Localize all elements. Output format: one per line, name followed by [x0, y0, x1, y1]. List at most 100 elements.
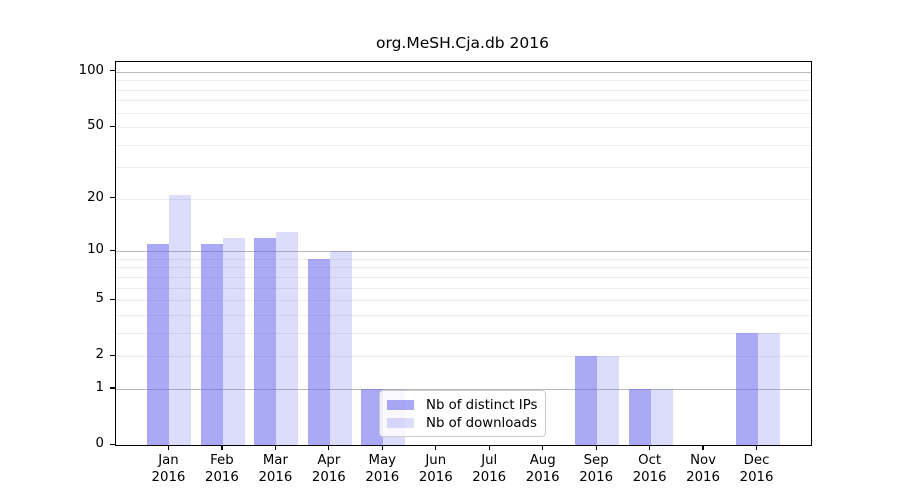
y-tick-label: 20: [87, 189, 104, 205]
minor-gridline: [116, 258, 811, 260]
minor-gridline: [116, 112, 811, 114]
y-tick-label: 10: [87, 242, 104, 258]
bar-distinct-ips: [147, 244, 170, 445]
x-tick-label: Feb 2016: [192, 453, 252, 486]
y-tick-label: 50: [87, 118, 104, 134]
major-gridline: [116, 251, 811, 253]
bar-downloads: [276, 231, 299, 445]
x-tick-mark: [755, 445, 758, 450]
x-tick-mark: [595, 445, 597, 450]
minor-gridline: [116, 314, 811, 316]
x-tick-month: Sep: [583, 453, 609, 468]
minor-gridline: [116, 267, 811, 269]
x-tick-mark: [328, 445, 330, 450]
bar-downloads: [597, 356, 620, 445]
y-tick-mark: [110, 298, 115, 300]
y-tick-label: 1: [95, 379, 104, 395]
minor-gridline: [116, 332, 811, 334]
x-tick-mark: [381, 445, 383, 450]
y-tick-label: 2: [95, 347, 104, 363]
chart-title: org.MeSH.Cja.db 2016: [375, 34, 549, 52]
x-tick-year: 2016: [205, 469, 239, 485]
minor-gridline: [116, 89, 811, 91]
bar-distinct-ips: [575, 356, 598, 445]
x-tick-year: 2016: [311, 469, 346, 485]
x-tick-label: Mar 2016: [245, 453, 305, 486]
x-tick-label: Nov 2016: [673, 453, 733, 486]
x-tick-label: Dec 2016: [727, 453, 787, 486]
x-tick-month: Mar: [262, 453, 288, 468]
legend-swatch-downloads: [387, 418, 414, 428]
legend-swatch-distinct-ips: [387, 400, 414, 410]
x-tick-mark: [274, 445, 276, 450]
x-tick-year: 2016: [739, 469, 774, 485]
x-tick-label: Jun 2016: [406, 453, 466, 486]
minor-gridline: [116, 144, 811, 146]
minor-gridline: [116, 287, 811, 289]
x-tick-month: Dec: [743, 453, 770, 468]
x-tick-month: Aug: [529, 453, 556, 468]
x-tick-mark: [649, 445, 651, 450]
minor-gridline: [116, 198, 811, 200]
x-tick-year: 2016: [258, 469, 293, 485]
x-tick-label: Jan 2016: [138, 453, 198, 486]
x-tick-month: Jun: [425, 453, 447, 468]
bar-downloads: [650, 388, 673, 445]
legend-label-distinct-ips: Nb of distinct IPs: [426, 397, 538, 413]
y-tick-mark: [110, 387, 115, 389]
x-tick-year: 2016: [472, 469, 507, 485]
bar-downloads: [329, 251, 352, 445]
legend-item-downloads: Nb of downloads: [387, 414, 537, 432]
bar-distinct-ips: [200, 244, 223, 445]
y-tick-mark: [110, 70, 115, 72]
bar-distinct-ips: [735, 332, 758, 445]
bar-downloads: [757, 332, 780, 445]
x-tick-label: May 2016: [352, 453, 412, 486]
x-tick-year: 2016: [418, 469, 453, 485]
plot-area: [115, 61, 812, 446]
x-tick-month: Apr: [317, 453, 341, 468]
x-tick-month: Nov: [690, 453, 717, 468]
x-tick-year: 2016: [686, 469, 720, 485]
x-tick-mark: [702, 445, 704, 450]
y-tick-mark: [110, 249, 115, 251]
x-tick-mark: [488, 445, 490, 450]
x-tick-mark: [435, 445, 437, 450]
minor-gridline: [116, 127, 811, 129]
x-tick-year: 2016: [579, 469, 614, 485]
legend: Nb of distinct IPs Nb of downloads: [379, 390, 546, 437]
y-tick-mark: [110, 443, 115, 445]
x-tick-label: Sep 2016: [566, 453, 626, 486]
minor-gridline: [116, 276, 811, 278]
major-gridline: [116, 71, 811, 73]
x-tick-month: May: [368, 453, 397, 468]
y-tick-label: 0: [95, 436, 104, 451]
minor-gridline: [116, 167, 811, 169]
x-tick-label: Oct 2016: [620, 453, 680, 486]
bar-downloads: [169, 195, 192, 445]
legend-item-distinct-ips: Nb of distinct IPs: [387, 396, 537, 414]
bar-distinct-ips: [628, 388, 651, 445]
x-tick-label: Aug 2016: [513, 453, 573, 486]
y-tick-label: 100: [78, 62, 104, 78]
x-tick-mark: [167, 445, 170, 450]
x-tick-label: Apr 2016: [299, 453, 359, 486]
x-tick-label: Jul 2016: [459, 453, 519, 486]
minor-gridline: [116, 356, 811, 358]
minor-gridline: [116, 100, 811, 102]
bar-distinct-ips: [361, 388, 384, 445]
x-tick-year: 2016: [632, 469, 667, 485]
legend-label-downloads: Nb of downloads: [426, 415, 537, 431]
y-tick-mark: [110, 354, 115, 356]
bar-distinct-ips: [307, 258, 330, 445]
y-tick-label: 5: [95, 291, 104, 307]
x-tick-year: 2016: [525, 469, 560, 485]
y-tick-mark: [110, 125, 115, 127]
x-tick-month: Jul: [481, 453, 498, 468]
x-tick-year: 2016: [365, 469, 400, 485]
x-tick-month: Feb: [210, 453, 234, 468]
x-tick-year: 2016: [151, 469, 186, 485]
major-gridline: [116, 388, 811, 390]
bar-distinct-ips: [254, 237, 277, 445]
